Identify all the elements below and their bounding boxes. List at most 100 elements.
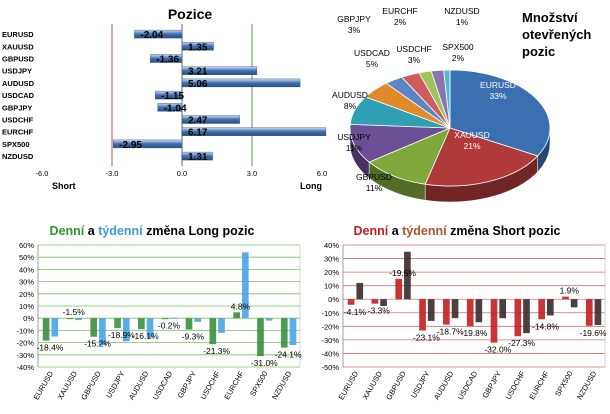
category-label: EURUSD xyxy=(32,369,56,401)
category-label: GBPUSD xyxy=(384,369,408,401)
bar xyxy=(181,115,240,124)
data-label: -9.3% xyxy=(182,332,205,342)
x-tick-label: -3.0 xyxy=(106,169,119,178)
bar xyxy=(356,282,364,300)
y-tick-label: -20% xyxy=(16,339,34,348)
category-label: USDCAD xyxy=(151,369,175,401)
pie-slice-name: USDJPY xyxy=(337,132,371,142)
data-label: -24.1% xyxy=(275,350,302,360)
category-label: EURCHF xyxy=(527,369,551,401)
bar xyxy=(490,299,498,343)
bar xyxy=(475,299,483,323)
bar xyxy=(90,318,98,337)
category-label: NZDUSD xyxy=(270,369,294,401)
value-label: 5.06 xyxy=(188,79,208,90)
bar xyxy=(570,299,578,308)
category-label: GBPUSD xyxy=(79,369,103,401)
pie-slice xyxy=(424,127,539,187)
category-label: GBPJPY xyxy=(2,103,32,112)
pie-slice-name: SPX500 xyxy=(442,42,473,52)
bar xyxy=(75,318,82,321)
pie-slice-name: AUDUSD xyxy=(332,90,368,100)
bar xyxy=(404,251,411,300)
bar xyxy=(523,299,530,334)
y-tick-label: 30% xyxy=(19,278,34,287)
bar xyxy=(150,54,183,63)
pie-slice-percent: 33% xyxy=(489,91,506,101)
bar xyxy=(99,318,106,346)
bar xyxy=(265,318,273,321)
data-label: -19.6% xyxy=(580,328,607,338)
bar xyxy=(112,139,183,149)
category-label: USDCHF xyxy=(2,116,34,125)
y-tick-label: -30% xyxy=(321,336,339,345)
title-part: změna Long pozic xyxy=(143,224,255,238)
y-tick-label: -50% xyxy=(321,363,339,372)
category-label: NZDUSD xyxy=(2,152,34,161)
x-tick-label: 0.0 xyxy=(177,169,187,178)
bar xyxy=(194,318,202,322)
y-tick-label: -10% xyxy=(321,309,339,318)
category-label: USDCAD xyxy=(456,369,480,401)
bar xyxy=(257,318,264,357)
value-label: -2.04 xyxy=(140,30,163,41)
bar xyxy=(289,318,297,346)
value-label: -1.36 xyxy=(156,55,179,66)
title-part: a xyxy=(388,224,402,238)
bar xyxy=(42,318,50,341)
bar xyxy=(451,299,459,319)
chart-title: Pozice xyxy=(168,6,213,22)
data-label: -19.8% xyxy=(461,328,488,338)
long-axis-label: Long xyxy=(300,181,322,191)
pie-slice-percent: 11% xyxy=(346,143,363,153)
bar xyxy=(122,318,130,342)
pie-slice-name: EURCHF xyxy=(382,6,417,16)
y-tick-label: 60% xyxy=(19,241,34,250)
value-label: -1.15 xyxy=(161,91,184,102)
bar xyxy=(170,317,178,319)
bar xyxy=(114,318,121,328)
data-label: -18.9% xyxy=(108,330,135,340)
data-label: -3.3% xyxy=(368,306,391,316)
pie-slice xyxy=(449,69,551,157)
chart-title: Denní a týdenní změna Long pozic xyxy=(50,224,255,238)
data-label: -16.1% xyxy=(132,331,159,341)
title-part: týdenní xyxy=(98,224,143,238)
data-label: -32.0% xyxy=(484,345,511,355)
y-tick-label: 40% xyxy=(19,265,34,274)
data-label: -23.1% xyxy=(413,333,440,343)
pie-title-line: pozic xyxy=(522,44,555,59)
bar xyxy=(51,318,59,337)
value-label: 3.21 xyxy=(188,67,208,78)
title-part: a xyxy=(84,224,98,238)
bar xyxy=(380,299,387,306)
bar xyxy=(154,90,183,100)
bar xyxy=(134,29,183,39)
y-tick-label: -40% xyxy=(321,349,339,358)
bar xyxy=(181,151,213,161)
title-part: Denní xyxy=(50,224,85,238)
y-tick-label: 0% xyxy=(328,295,339,304)
bar xyxy=(514,299,522,337)
y-tick-label: 50% xyxy=(19,253,34,262)
x-tick-label: 3.0 xyxy=(247,169,257,178)
data-label: -15.2% xyxy=(84,339,111,349)
title-part: týdenní xyxy=(402,224,447,238)
bar xyxy=(499,299,507,319)
category-label: EURUSD xyxy=(337,369,361,401)
pie-slice-percent: 11% xyxy=(366,183,383,193)
category-label: USDJPY xyxy=(2,67,32,76)
bar xyxy=(443,299,450,325)
positions-bar-chart: Pozice EURUSD -2.04 XAUUSD 1.35 GBPUSD -1.36 US… xyxy=(2,6,327,191)
pie-slice-percent: 1% xyxy=(456,17,469,27)
x-tick-label: -6.0 xyxy=(36,169,49,178)
bar xyxy=(181,78,301,88)
short-positions-change-chart: Denní a týdenní změna Short pozic 40% 30% 2… xyxy=(321,224,607,401)
pie-slice-name: NZDUSD xyxy=(444,6,479,16)
data-label: -18.7% xyxy=(437,327,464,337)
category-label: EURCHF xyxy=(2,128,34,137)
data-label: -14.8% xyxy=(532,321,559,331)
data-label: -19.5% xyxy=(389,268,416,278)
data-label: -21.3% xyxy=(203,346,230,356)
bar xyxy=(241,252,249,319)
